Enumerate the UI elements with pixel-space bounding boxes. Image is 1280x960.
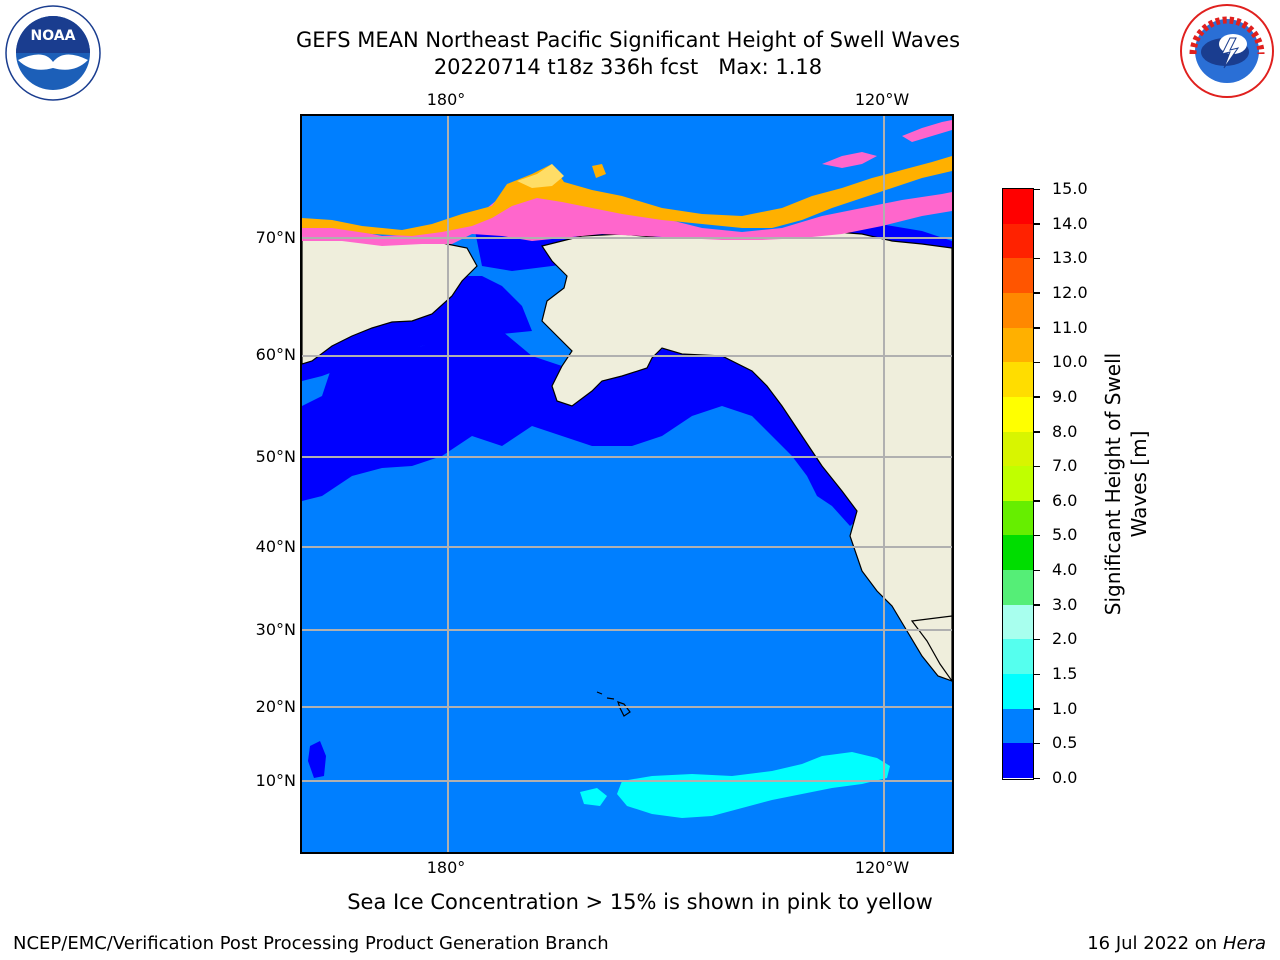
colorbar-tick-label: 0.5 bbox=[1052, 733, 1078, 753]
colorbar-segment bbox=[1003, 604, 1033, 640]
colorbar-segment bbox=[1003, 327, 1033, 363]
chart-title-line2: 20220714 t18z 336h fcst Max: 1.18 bbox=[433, 55, 823, 79]
colorbar-tick-mark bbox=[1034, 777, 1040, 779]
colorbar-tick-label: 1.5 bbox=[1052, 664, 1078, 684]
swell-patch-cyan-west bbox=[580, 788, 607, 806]
colorbar-tick-mark bbox=[1034, 257, 1040, 260]
colorbar-tick-label: 5.0 bbox=[1052, 525, 1078, 545]
map-gridlines bbox=[302, 116, 952, 852]
footer-left: NCEP/EMC/Verification Post Processing Pr… bbox=[13, 933, 609, 954]
colorbar-segment bbox=[1003, 292, 1033, 329]
lat-label-60n: 60°N bbox=[255, 345, 296, 364]
colorbar-label-line1: Significant Height of Swell bbox=[1101, 352, 1125, 616]
colorbar-segment bbox=[1003, 708, 1033, 744]
colorbar-tick-mark bbox=[1034, 534, 1040, 537]
lon-label-bottom-120w: 120°W bbox=[854, 858, 910, 877]
colorbar-segment bbox=[1003, 674, 1033, 710]
colorbar-tick-label: 7.0 bbox=[1052, 456, 1078, 476]
lat-label-70n: 70°N bbox=[255, 228, 296, 247]
colorbar-tick-label: 6.0 bbox=[1052, 490, 1078, 510]
colorbar-tick-label: 11.0 bbox=[1052, 317, 1088, 337]
footer-date: 16 Jul 2022 on bbox=[1087, 933, 1223, 954]
map-svg bbox=[302, 116, 952, 852]
lon-label-bottom-180: 180° bbox=[426, 858, 466, 877]
colorbar-tick-mark bbox=[1034, 569, 1040, 572]
low-swell-zone-north bbox=[302, 316, 862, 526]
colorbar-segment bbox=[1003, 466, 1033, 502]
colorbar-tick-label: 1.0 bbox=[1052, 698, 1078, 718]
colorbar-tick-label: 14.0 bbox=[1052, 213, 1088, 233]
noaa-logo-text: NOAA bbox=[31, 28, 76, 44]
sea-ice-note: Sea Ice Concentration > 15% is shown in … bbox=[347, 890, 933, 914]
lon-label-top-180: 180° bbox=[426, 90, 466, 109]
colorbar-segment bbox=[1003, 500, 1033, 536]
colorbar-tick-mark bbox=[1034, 638, 1040, 641]
colorbar-tick-mark bbox=[1034, 431, 1040, 433]
chart-title-line1: GEFS MEAN Northeast Pacific Significant … bbox=[295, 28, 961, 52]
swell-patch-cyan bbox=[617, 752, 890, 818]
lat-label-40n: 40°N bbox=[255, 537, 296, 556]
colorbar-tick-label: 0.0 bbox=[1052, 768, 1078, 787]
colorbar-tick-label: 8.0 bbox=[1052, 421, 1078, 441]
colorbar-tick-mark bbox=[1034, 742, 1040, 745]
land-mexico-coast bbox=[910, 615, 952, 683]
colorbar-tick-mark bbox=[1034, 500, 1040, 502]
colorbar-tick-mark bbox=[1034, 396, 1040, 398]
colorbar-segment bbox=[1003, 362, 1033, 398]
colorbar-tick-label: 10.0 bbox=[1052, 352, 1088, 372]
colorbar-tick-label: 3.0 bbox=[1052, 594, 1078, 614]
colorbar-segment bbox=[1003, 396, 1033, 433]
colorbar-tick-mark bbox=[1034, 673, 1040, 676]
nws-logo bbox=[1178, 2, 1276, 100]
colorbar-tick-label: 2.0 bbox=[1052, 629, 1078, 649]
lat-label-50n: 50°N bbox=[255, 447, 296, 466]
colorbar-tick-mark bbox=[1034, 327, 1040, 329]
map-panel bbox=[300, 114, 954, 854]
colorbar-tick-mark bbox=[1034, 708, 1040, 710]
colorbar-segment bbox=[1003, 743, 1033, 779]
lat-label-30n: 30°N bbox=[255, 620, 296, 639]
colorbar-label-line2: Waves [m] bbox=[1127, 430, 1151, 538]
colorbar-tick-label: 9.0 bbox=[1052, 386, 1078, 406]
colorbar bbox=[1002, 188, 1034, 780]
noaa-logo: NOAA bbox=[4, 4, 102, 102]
colorbar-segment bbox=[1003, 431, 1033, 467]
colorbar-label: Significant Height of Swell Waves [m] bbox=[1100, 304, 1152, 664]
colorbar-tick-mark bbox=[1034, 604, 1040, 606]
colorbar-tick-mark bbox=[1034, 361, 1040, 364]
colorbar-tick-mark bbox=[1034, 465, 1040, 468]
low-swell-zone-west bbox=[308, 741, 326, 778]
colorbar-segment bbox=[1003, 535, 1033, 571]
colorbar-segment bbox=[1003, 189, 1033, 225]
colorbar-tick-mark bbox=[1034, 292, 1040, 294]
colorbar-tick-mark bbox=[1034, 188, 1040, 190]
lat-label-20n: 20°N bbox=[255, 697, 296, 716]
colorbar-tick-mark bbox=[1034, 223, 1040, 225]
colorbar-tick-label: 15.0 bbox=[1052, 179, 1088, 198]
colorbar-segment bbox=[1003, 258, 1033, 294]
colorbar-segment bbox=[1003, 639, 1033, 675]
colorbar-tick-label: 4.0 bbox=[1052, 560, 1078, 580]
footer-host: Hera bbox=[1222, 933, 1266, 954]
lat-label-10n: 10°N bbox=[255, 771, 296, 790]
footer-right: 16 Jul 2022 on Hera bbox=[1087, 933, 1266, 954]
colorbar-tick-label: 12.0 bbox=[1052, 282, 1088, 302]
colorbar-segment bbox=[1003, 570, 1033, 606]
lon-label-top-120w: 120°W bbox=[854, 90, 910, 109]
colorbar-tick-label: 13.0 bbox=[1052, 248, 1088, 268]
sea-ice-band bbox=[302, 120, 952, 246]
colorbar-segment bbox=[1003, 223, 1033, 259]
